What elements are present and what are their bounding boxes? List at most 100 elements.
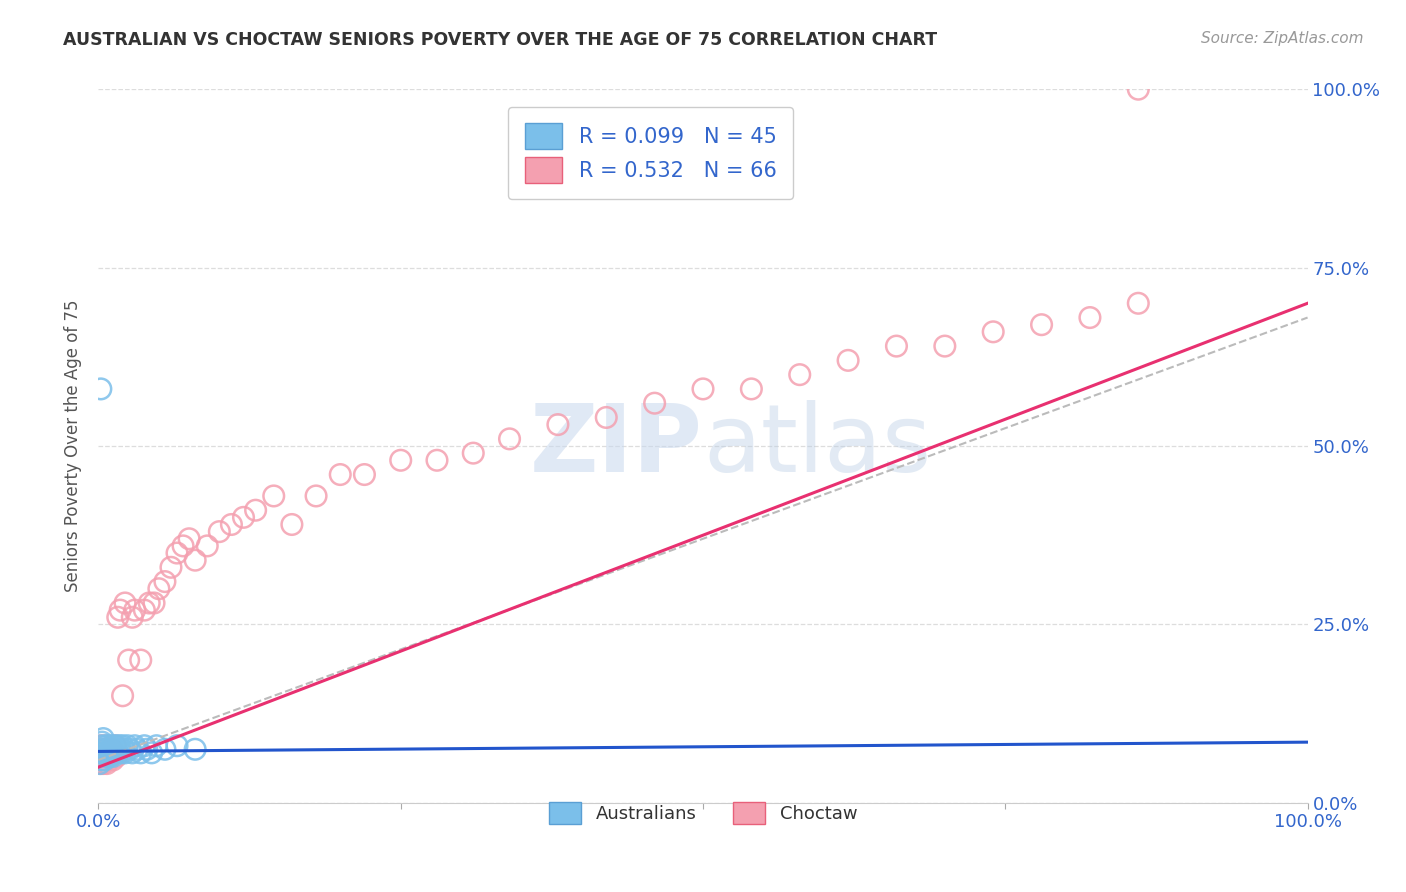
Point [100, 746, 122, 760]
Y-axis label: Seniors Poverty Over the Age of 75: Seniors Poverty Over the Age of 75 [65, 300, 83, 592]
Point [135, 742, 157, 756]
Point [110, 746, 132, 760]
Point [153, 742, 176, 756]
Point [91, 735, 114, 749]
Point [107, 610, 129, 624]
Point [118, 742, 141, 756]
Point [281, 517, 304, 532]
Point [129, 746, 152, 760]
Point [103, 746, 125, 760]
Point [114, 596, 136, 610]
Point [740, 382, 762, 396]
Point [498, 432, 520, 446]
Point [89, 749, 111, 764]
Point [245, 503, 267, 517]
Point [124, 739, 146, 753]
Point [117, 739, 139, 753]
Point [644, 396, 666, 410]
Point [1128, 82, 1150, 96]
Point [98, 749, 121, 764]
Point [221, 517, 243, 532]
Point [107, 746, 129, 760]
Point [90, 756, 112, 771]
Point [141, 746, 163, 760]
Point [305, 489, 328, 503]
Text: AUSTRALIAN VS CHOCTAW SENIORS POVERTY OVER THE AGE OF 75 CORRELATION CHART: AUSTRALIAN VS CHOCTAW SENIORS POVERTY OV… [63, 31, 938, 49]
Point [96, 749, 118, 764]
Point [134, 739, 156, 753]
Point [97, 753, 120, 767]
Point [101, 749, 124, 764]
Point [96, 742, 118, 756]
Point [91, 756, 114, 771]
Point [114, 746, 136, 760]
Point [166, 739, 188, 753]
Point [463, 446, 485, 460]
Point [263, 489, 285, 503]
Point [184, 742, 207, 756]
Point [112, 742, 135, 756]
Point [121, 746, 143, 760]
Point [160, 560, 183, 574]
Point [934, 339, 956, 353]
Point [91, 742, 114, 756]
Point [153, 574, 176, 589]
Point [547, 417, 569, 432]
Point [94, 749, 117, 764]
Text: Source: ZipAtlas.com: Source: ZipAtlas.com [1201, 31, 1364, 46]
Point [90, 753, 112, 767]
Point [837, 353, 859, 368]
Point [1078, 310, 1101, 325]
Point [134, 603, 156, 617]
Point [329, 467, 352, 482]
Point [166, 546, 188, 560]
Point [93, 753, 115, 767]
Point [143, 596, 166, 610]
Point [789, 368, 811, 382]
Point [232, 510, 254, 524]
Point [104, 739, 127, 753]
Point [105, 742, 128, 756]
Point [94, 739, 117, 753]
Point [184, 553, 207, 567]
Point [94, 742, 117, 756]
Point [981, 325, 1004, 339]
Text: ZIP: ZIP [530, 400, 703, 492]
Point [108, 739, 131, 753]
Point [172, 539, 194, 553]
Point [93, 753, 115, 767]
Point [111, 689, 134, 703]
Point [692, 382, 714, 396]
Point [93, 739, 115, 753]
Point [145, 739, 167, 753]
Point [105, 749, 128, 764]
Point [90, 739, 112, 753]
Point [98, 746, 121, 760]
Point [91, 749, 114, 764]
Legend: Australians, Choctaw: Australians, Choctaw [536, 789, 870, 837]
Point [118, 653, 141, 667]
Point [97, 746, 120, 760]
Point [89, 756, 111, 771]
Point [100, 739, 122, 753]
Point [179, 532, 201, 546]
Point [90, 739, 112, 753]
Point [100, 742, 122, 756]
Point [94, 746, 117, 760]
Text: atlas: atlas [703, 400, 931, 492]
Point [121, 610, 143, 624]
Point [886, 339, 908, 353]
Point [208, 524, 231, 539]
Point [111, 739, 134, 753]
Point [124, 603, 146, 617]
Point [91, 731, 114, 746]
Point [1128, 296, 1150, 310]
Point [195, 539, 218, 553]
Point [96, 756, 118, 771]
Point [108, 742, 131, 756]
Point [138, 596, 160, 610]
Point [127, 742, 149, 756]
Point [91, 746, 114, 760]
Point [353, 467, 375, 482]
Point [90, 382, 112, 396]
